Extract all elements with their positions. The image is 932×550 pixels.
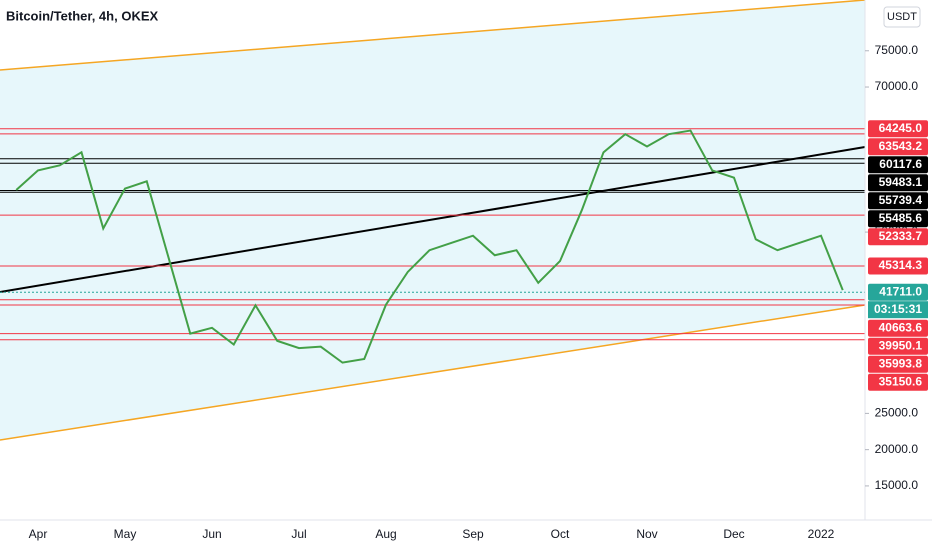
currency[interactable]: USDT	[887, 11, 917, 23]
price-badge	[868, 355, 928, 373]
price-badge-label: 52333.7	[879, 229, 923, 243]
price-badge-label: 55485.6	[879, 211, 923, 225]
price-badge	[868, 283, 928, 301]
plot	[15, 129, 844, 364]
currency-box[interactable]	[883, 6, 921, 28]
price-badge	[868, 120, 928, 138]
x-tick-label: Dec	[723, 527, 744, 541]
price-badge	[868, 228, 928, 246]
price-badge	[868, 174, 928, 192]
price-axis: 75000.070000.050000.025000.020000.015000…	[29, 43, 928, 541]
price-badge-label: 41711.0	[879, 284, 922, 298]
price-badge-label: 40663.6	[879, 320, 923, 334]
x-tick-label: Sep	[462, 527, 484, 541]
levels	[0, 128, 865, 341]
price-badge	[868, 156, 928, 174]
y-tick-label: 25000.0	[875, 406, 919, 420]
price-badge	[868, 210, 928, 228]
price-badge-label: 59483.1	[879, 175, 923, 189]
x-tick-label: Jun	[202, 527, 221, 541]
price-line	[15, 129, 844, 364]
x-tick-label: Aug	[375, 527, 396, 541]
trend-line	[0, 146, 866, 293]
countdown: 03:15:31	[874, 302, 922, 316]
countdown-badge	[868, 301, 928, 319]
y-tick-label: 75000.0	[875, 43, 919, 57]
x-tick-label: Jul	[291, 527, 306, 541]
price-badge	[868, 337, 928, 355]
price-badge-label: 63543.2	[879, 139, 923, 153]
price-badge	[868, 192, 928, 210]
price-badge-label: 60117.6	[879, 157, 922, 171]
x-tick-label: Nov	[636, 527, 657, 541]
price-badge-label: 35993.8	[879, 356, 923, 370]
price-badge-label: 45314.3	[879, 258, 923, 272]
x-tick-label: Apr	[29, 527, 48, 541]
price-badge-label: 35150.6	[879, 374, 923, 388]
channel-upper	[0, 0, 866, 71]
channel-lower	[0, 304, 866, 441]
price-badge-label: 64245.0	[879, 121, 923, 135]
chart-title: Bitcoin/Tether, 4h, OKEX	[6, 8, 159, 23]
price-badge-label: 39950.1	[879, 338, 923, 352]
price-badge	[868, 319, 928, 337]
y-tick-label: 70000.0	[875, 79, 919, 93]
price-badge-label: 55739.4	[879, 193, 923, 207]
price-badge	[868, 257, 928, 275]
price-badge	[868, 138, 928, 156]
y-tick-label: 15000.0	[875, 478, 919, 492]
x-tick-label: Oct	[551, 527, 570, 541]
y-tick-label: 20000.0	[875, 442, 919, 456]
x-tick-label: May	[114, 527, 137, 541]
price-badge	[868, 373, 928, 391]
x-tick-label: 2022	[808, 527, 835, 541]
